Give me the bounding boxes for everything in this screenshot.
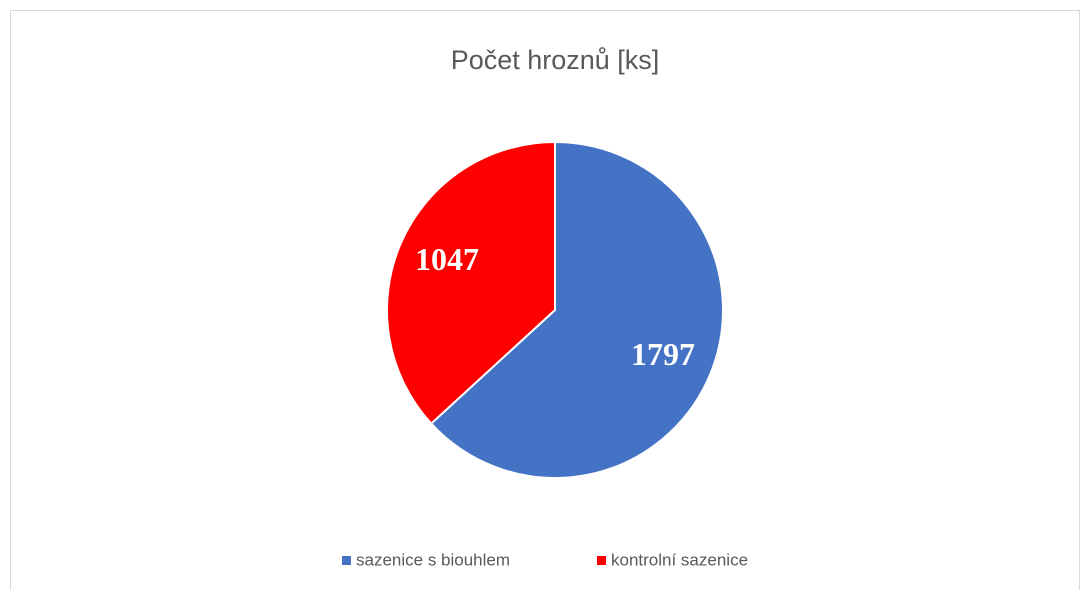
pie-slice xyxy=(429,140,724,479)
legend-swatch xyxy=(597,556,606,565)
pie-slice xyxy=(386,140,556,425)
legend-swatch xyxy=(342,556,351,565)
data-label: 1047 xyxy=(415,241,479,277)
chart-title: Počet hroznů [ks] xyxy=(451,45,660,75)
data-label: 1797 xyxy=(631,336,695,372)
legend-label: sazenice s biouhlem xyxy=(356,550,510,569)
legend-label: kontrolní sazenice xyxy=(611,550,748,569)
